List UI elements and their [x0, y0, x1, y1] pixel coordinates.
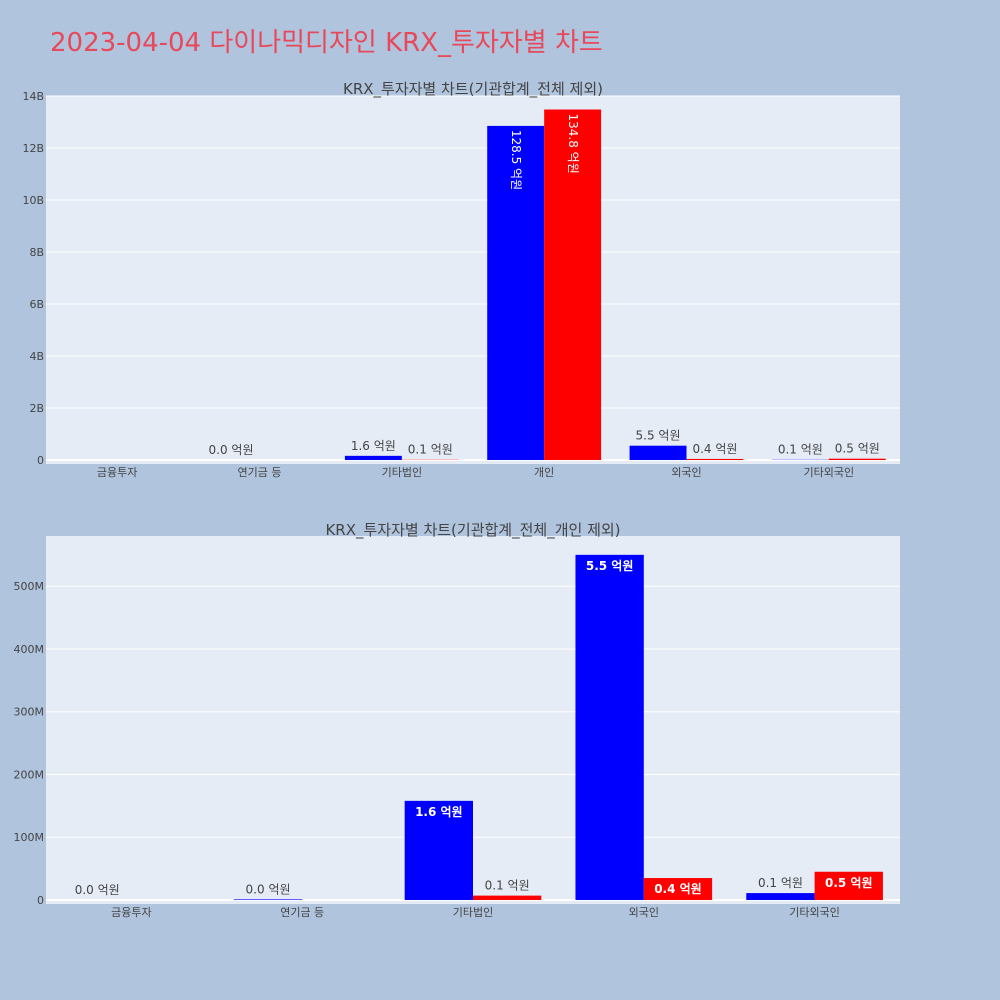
data-label: 0.5 억원 [825, 876, 873, 890]
y-tick-label: 14B [22, 90, 44, 103]
data-label: 5.5 억원 [586, 559, 634, 573]
x-tick-label: 기타외국인 [789, 906, 840, 919]
y-tick-label: 4B [29, 350, 44, 363]
data-label: 5.5 억원 [636, 429, 681, 443]
bar-b [686, 458, 744, 460]
y-tick-label: 100M [14, 831, 45, 844]
data-label: 0.5 억원 [835, 442, 880, 456]
y-tick-label: 400M [14, 643, 45, 656]
x-tick-label: 기타법인 [453, 906, 493, 919]
data-label: 128.5 억원 [509, 130, 523, 190]
bar-a [746, 893, 815, 900]
chart-investor-excl-individual: 0 100M 200M 300M 400M 500M KRX_투자자별 차트(기관합계_전체… [14, 521, 900, 919]
x-tick-label: 개인 [534, 466, 554, 479]
bar-b [544, 109, 602, 461]
x-tick-label: 금융투자 [111, 906, 151, 919]
y-tick-label: 10B [22, 194, 44, 207]
y-tick-label: 2B [29, 402, 44, 415]
x-tick-label: 연기금 등 [238, 466, 282, 479]
chart-title: KRX_투자자별 차트(기관합계_전체 제외) [343, 80, 603, 99]
y-tick-label: 12B [22, 142, 44, 155]
bar-a [487, 125, 545, 461]
data-label: 0.1 억원 [485, 879, 530, 893]
bar-a [575, 554, 644, 900]
data-label: 0.1 억원 [778, 443, 823, 457]
page-title: 2023-04-04 다이나믹디자인 KRX_투자자별 차트 [50, 28, 603, 58]
bar-a [629, 445, 687, 460]
y-tick-label: 200M [14, 768, 45, 781]
y-tick-label: 6B [29, 298, 44, 311]
data-label: 1.6 억원 [415, 805, 463, 819]
data-label: 0.0 억원 [75, 883, 120, 897]
x-tick-label: 외국인 [671, 466, 701, 479]
x-tick-label: 기타외국인 [804, 466, 855, 479]
y-tick-label: 8B [29, 246, 44, 259]
bar-a [233, 899, 303, 900]
data-label: 0.4 억원 [692, 442, 737, 456]
data-label: 0.0 억원 [246, 882, 291, 896]
data-label: 0.0 억원 [209, 443, 254, 457]
x-tick-label: 금융투자 [97, 466, 137, 479]
bar-a [344, 455, 402, 460]
y-tick-label: 0 [37, 454, 44, 467]
bar-a [404, 800, 473, 900]
chart-title: KRX_투자자별 차트(기관합계_전체_개인 제외) [325, 521, 620, 540]
y-tick-label: 500M [14, 580, 45, 593]
data-label: 134.8 억원 [566, 114, 580, 174]
bar-b [828, 458, 886, 460]
bar-b [814, 871, 883, 900]
y-tick-label: 0 [37, 894, 44, 907]
data-label: 0.4 억원 [654, 882, 702, 896]
plot-area [46, 96, 900, 464]
bar-b [473, 895, 542, 900]
data-label: 1.6 억원 [351, 439, 396, 453]
x-tick-label: 기타법인 [382, 466, 422, 479]
data-label: 0.1 억원 [408, 443, 453, 457]
x-tick-label: 연기금 등 [280, 906, 324, 919]
x-tick-label: 외국인 [629, 906, 659, 919]
data-label: 0.1 억원 [758, 876, 803, 890]
bar-b [643, 878, 713, 900]
y-tick-label: 300M [14, 706, 45, 719]
chart-investor-all: 0 2B 4B 6B 8B 10B 12B 14B KRX_투자자별 차트(기관합계_전체 제외… [22, 80, 900, 479]
